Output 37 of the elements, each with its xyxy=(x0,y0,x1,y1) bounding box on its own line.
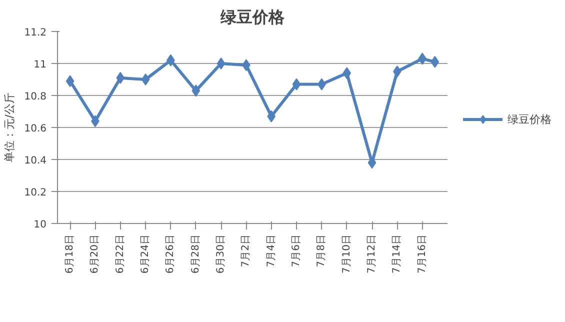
x-tick-label: 7月12日 xyxy=(366,234,378,274)
point xyxy=(368,156,376,169)
y-tick-label: 10.6 xyxy=(24,124,46,134)
y-tick-label: 10 xyxy=(34,220,47,230)
x-tick-label: 7月6日 xyxy=(291,234,302,268)
y-tick-label: 10.2 xyxy=(24,188,46,198)
y-tick-label: 11.2 xyxy=(24,28,46,38)
x-tick-label: 6月18日 xyxy=(64,234,76,274)
point xyxy=(292,78,301,90)
point xyxy=(116,72,125,84)
y-tick-label: 11 xyxy=(34,60,47,70)
point xyxy=(216,58,226,70)
chart-title: 绿豆价格 xyxy=(220,8,286,26)
point xyxy=(192,84,200,97)
x-tick-label: 6月26日 xyxy=(165,234,176,274)
x-tick-label: 7月14日 xyxy=(392,234,403,274)
x-tick-label: 7月2日 xyxy=(240,234,252,268)
point xyxy=(342,67,352,80)
point xyxy=(418,52,427,65)
point xyxy=(267,110,276,122)
point xyxy=(141,74,150,86)
x-tick-label: 6月28日 xyxy=(190,234,202,274)
x-tick-label: 7月16日 xyxy=(416,234,428,274)
y-axis-title: 单位：元/公斤 xyxy=(3,92,16,162)
legend-label: 绿豆价格 xyxy=(508,112,552,126)
point xyxy=(430,56,440,68)
y-tick-label: 10.8 xyxy=(24,92,46,102)
x-tick-label: 7月10日 xyxy=(341,234,352,274)
x-tick-label: 7月4日 xyxy=(266,234,277,268)
point xyxy=(393,66,402,78)
x-tick-label: 6月20日 xyxy=(90,234,101,274)
x-tick-label: 6月30日 xyxy=(216,234,227,274)
y-tick-label: 10.4 xyxy=(24,156,46,166)
point xyxy=(66,75,74,88)
x-tick-label: 7月8日 xyxy=(316,234,328,268)
x-tick-label: 6月24日 xyxy=(140,234,152,274)
x-tick-label: 6月22日 xyxy=(114,234,126,274)
